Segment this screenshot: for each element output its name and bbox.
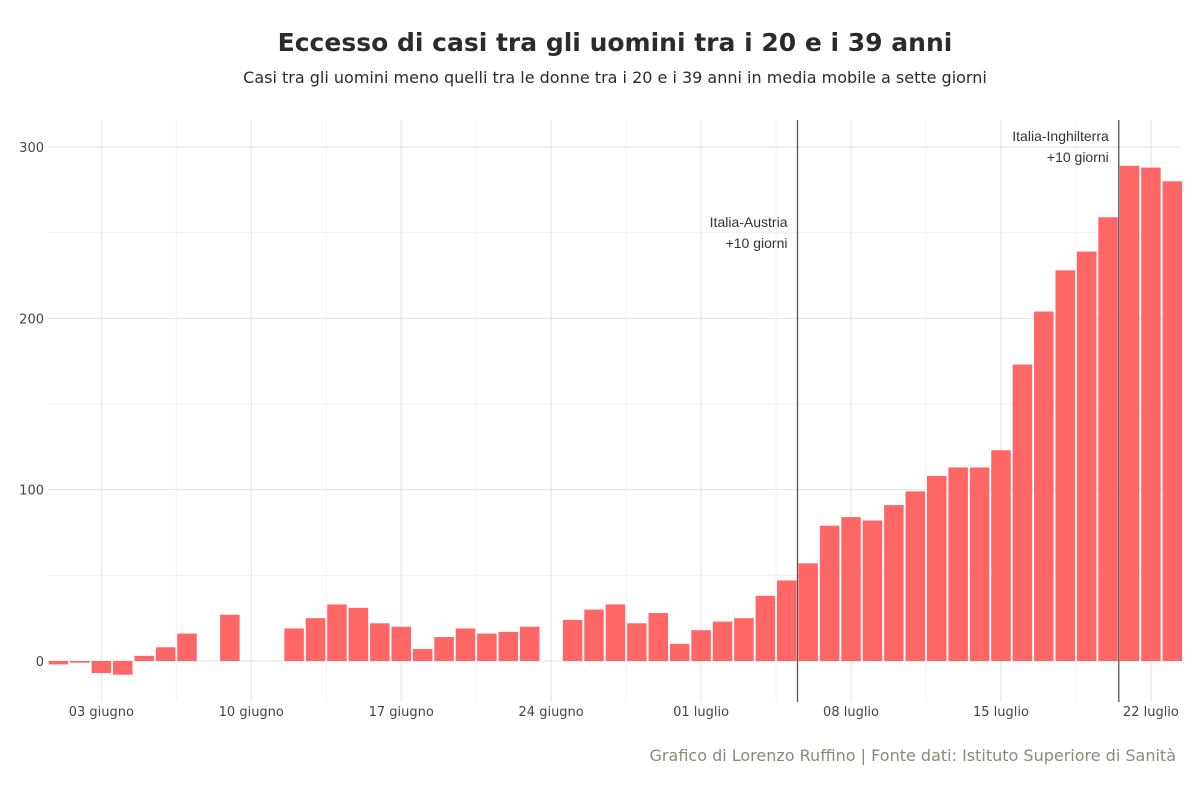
bar [991,450,1011,661]
bar [948,467,968,661]
bar [819,525,840,661]
bar [498,631,519,661]
bar [712,621,733,661]
bar [1076,251,1097,661]
bar [605,604,626,661]
bar [348,607,369,661]
chart-title: Eccesso di casi tra gli uomini tra i 20 … [277,28,953,57]
bar [327,604,347,661]
bar [1012,364,1033,661]
bar [1119,165,1140,661]
annotation-label: Italia-Inghilterra [1012,128,1109,144]
bar [1098,217,1118,661]
y-tick-label: 0 [36,655,44,670]
bar [391,626,411,661]
bar [434,637,454,661]
bar [412,649,433,661]
bar [70,661,90,663]
annotation-label: +10 giorni [726,235,788,251]
bar [648,613,669,661]
y-tick-label: 300 [19,141,44,156]
bar [455,628,476,661]
annotations: Italia-Austria +10 giorni Italia-Inghilter… [710,120,1120,702]
bar [113,661,133,675]
x-tick-label: 01 luglio [673,705,729,720]
bar [627,623,647,661]
bar [477,633,497,661]
bar [1141,167,1161,662]
bar [926,475,947,661]
x-tick-label: 24 giugno [519,705,584,720]
bar [691,630,711,661]
bar [48,661,69,665]
chart-subtitle: Casi tra gli uomini meno quelli tra le d… [243,68,987,87]
bar [1034,311,1054,661]
x-tick-label: 08 luglio [823,705,879,720]
bar [562,619,583,661]
bar [519,626,540,661]
x-tick-label: 03 giugno [69,705,134,720]
bar [370,623,390,661]
x-tick-label: 15 luglio [973,705,1029,720]
y-tick-label: 100 [19,484,44,499]
annotation-label: +10 giorni [1047,149,1109,165]
bar [1055,270,1075,661]
chart-caption: Grafico di Lorenzo Ruffino | Fonte dati:… [649,746,1176,765]
x-axis: 03 giugno 10 giugno 17 giugno 24 giugno 01 l… [69,705,1179,720]
bar [584,609,604,661]
y-tick-label: 200 [19,312,44,327]
bar [798,563,818,661]
bar [841,517,861,661]
bar [220,614,240,661]
bar [734,618,754,661]
bar [905,491,926,661]
bars [48,165,1183,675]
bar [155,647,176,661]
bar [755,595,776,661]
bar [91,661,112,673]
annotation-label: Italia-Austria [710,214,788,230]
x-tick-label: 17 giugno [369,705,434,720]
bar [284,628,304,661]
bar [134,655,154,661]
bar [884,505,904,661]
bar [862,520,883,661]
bar [177,633,197,661]
bar [969,467,990,661]
bar [777,580,797,661]
x-tick-label: 10 giugno [219,705,284,720]
x-tick-label: 22 luglio [1123,705,1179,720]
y-axis: 0 100 200 300 [19,141,44,670]
bar [1162,181,1183,661]
bar [669,643,690,661]
bar [305,618,326,661]
